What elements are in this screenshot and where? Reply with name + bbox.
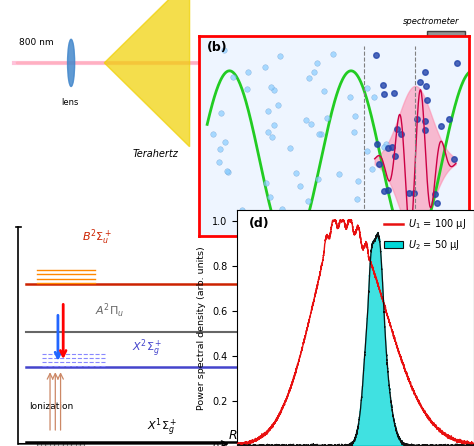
Polygon shape [104, 0, 190, 147]
Text: NIR: NIR [425, 227, 449, 240]
Ellipse shape [263, 42, 268, 84]
Text: (b): (b) [207, 41, 228, 54]
Text: 800 nm: 800 nm [19, 37, 54, 46]
Ellipse shape [291, 42, 297, 84]
Text: $\tau$: $\tau$ [383, 229, 393, 242]
Text: R: R [229, 429, 238, 442]
Text: spectrometer: spectrometer [403, 17, 459, 25]
Text: (d): (d) [249, 217, 270, 230]
Text: Ionization: Ionization [29, 402, 73, 411]
Bar [204, 50, 237, 76]
Text: THz: THz [254, 227, 280, 240]
Text: $X^2\Sigma_g^+$: $X^2\Sigma_g^+$ [132, 338, 162, 360]
Text: Terahertz: Terahertz [133, 149, 179, 159]
Text: $A^2\Pi_u$: $A^2\Pi_u$ [95, 301, 124, 320]
Bar [427, 31, 465, 94]
Text: $X^1\Sigma_g^+$: $X^1\Sigma_g^+$ [147, 417, 178, 439]
Text: $B^2\Sigma_u^+$: $B^2\Sigma_u^+$ [82, 227, 111, 247]
Legend: $U_1$ = 100 μJ, $U_2$ = 50 μJ: $U_1$ = 100 μJ, $U_2$ = 50 μJ [381, 215, 469, 255]
Text: lens: lens [62, 98, 79, 107]
Y-axis label: Power spectral density (arb. units): Power spectral density (arb. units) [197, 246, 206, 410]
Ellipse shape [67, 39, 75, 87]
